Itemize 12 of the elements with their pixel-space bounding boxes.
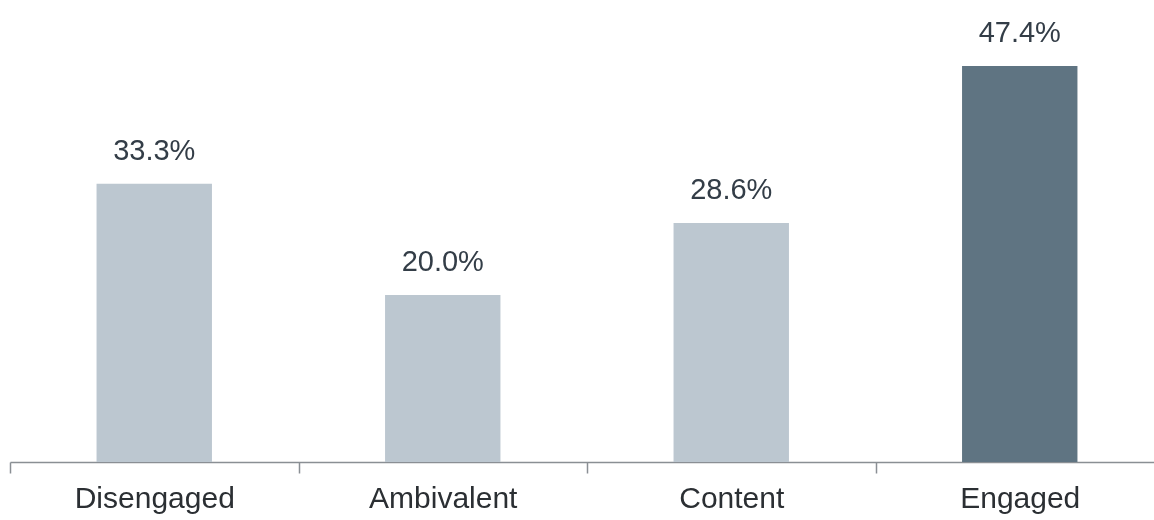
data-label: 47.4% [978,16,1061,48]
bar [962,66,1078,462]
x-tick-label: Ambivalent [369,480,519,514]
x-tick-label: Disengaged [74,480,235,514]
x-tick-label: Engaged [960,480,1081,514]
x-tick-label: Content [679,480,785,514]
bar [385,294,501,462]
data-label: 33.3% [113,133,196,166]
data-label: 20.0% [401,244,484,277]
bar [673,223,789,462]
data-label: 28.6% [690,173,773,206]
bar [96,183,212,462]
